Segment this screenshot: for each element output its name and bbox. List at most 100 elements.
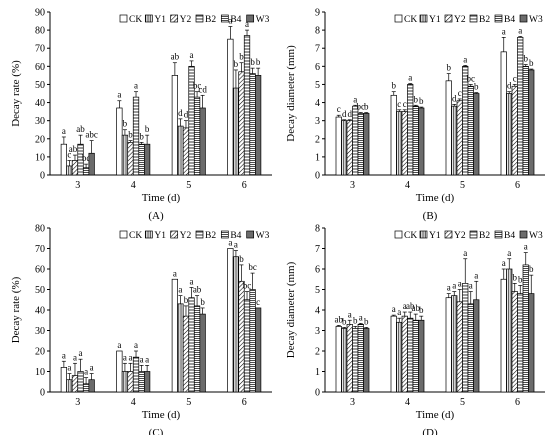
bar-y1-day-6 bbox=[506, 93, 513, 176]
significance-letter: a bbox=[502, 258, 506, 268]
bar-y2-day-3 bbox=[346, 120, 353, 176]
x-tick-label: 3 bbox=[75, 397, 80, 408]
significance-letter: a bbox=[228, 238, 232, 248]
significance-letter: a bbox=[392, 304, 396, 314]
x-tick-label: 4 bbox=[131, 180, 136, 191]
x-axis-label: Time (d) bbox=[142, 409, 181, 421]
significance-letter: d bbox=[178, 108, 183, 118]
bar-y2-day-4 bbox=[401, 111, 408, 176]
significance-letter: a bbox=[447, 283, 451, 293]
legend-swatch-b2 bbox=[469, 230, 478, 239]
y-tick-label: 4 bbox=[315, 306, 320, 317]
bar-w3-day-5 bbox=[199, 313, 206, 393]
y-axis-label: Decay diameter (mm) bbox=[285, 45, 297, 142]
significance-letter: a bbox=[84, 367, 88, 377]
significance-letter: a bbox=[117, 340, 121, 350]
bar-w3-day-6 bbox=[528, 293, 535, 393]
bar-ck-day-5 bbox=[445, 80, 452, 176]
bar-w3-day-5 bbox=[473, 299, 480, 393]
y-tick-label: 60 bbox=[35, 62, 45, 73]
bar-ck-day-4 bbox=[390, 315, 397, 393]
y-tick-label: 8 bbox=[315, 224, 320, 235]
y-tick-label: 30 bbox=[35, 116, 45, 127]
legend-label-w3: W3 bbox=[529, 15, 543, 25]
significance-letter: cd bbox=[198, 84, 207, 94]
significance-letter: a bbox=[128, 352, 132, 362]
bar-b2-day-4 bbox=[407, 317, 414, 393]
significance-letter: a bbox=[234, 240, 238, 250]
y-tick-label: 4 bbox=[315, 98, 320, 109]
bar-b2-day-6 bbox=[517, 293, 524, 393]
y-tick-label: 0 bbox=[40, 171, 45, 182]
y-tick-label: 6 bbox=[315, 62, 320, 73]
bar-y1-day-6 bbox=[232, 87, 240, 176]
bar-ck-day-4 bbox=[390, 94, 397, 176]
significance-letter: a bbox=[507, 248, 511, 258]
y-tick-label: 20 bbox=[35, 347, 45, 358]
y-tick-label: 30 bbox=[35, 326, 45, 337]
significance-letter: bc bbox=[467, 73, 476, 83]
bar-b2-day-5 bbox=[462, 283, 469, 393]
bar-y2-day-5 bbox=[182, 127, 190, 176]
significance-letter: c bbox=[337, 104, 341, 114]
significance-letter: a bbox=[353, 94, 357, 104]
bar-b2-day-3 bbox=[352, 328, 359, 393]
legend-swatch-y1 bbox=[144, 230, 153, 239]
bar-b4-day-3 bbox=[357, 113, 364, 176]
y-tick-label: 70 bbox=[35, 244, 45, 255]
y-tick-label: 7 bbox=[315, 44, 320, 55]
significance-letter: bc bbox=[248, 262, 257, 272]
bar-y1-day-3 bbox=[66, 165, 73, 176]
legend-swatch-w3 bbox=[519, 14, 528, 23]
bar-y1-day-5 bbox=[451, 295, 458, 393]
bar-y1-day-3 bbox=[341, 120, 348, 176]
bar-b4-day-3 bbox=[82, 167, 90, 176]
bar-w3-day-4 bbox=[418, 319, 425, 393]
bar-w3-day-4 bbox=[144, 143, 151, 176]
bar-b2-day-6 bbox=[243, 299, 251, 393]
legend-swatch-b4 bbox=[220, 230, 229, 239]
legend-label-y2: Y2 bbox=[180, 15, 192, 25]
significance-letter: d bbox=[507, 81, 512, 91]
significance-letter: b bbox=[529, 58, 534, 68]
significance-letter: b bbox=[184, 295, 189, 305]
bar-y2-day-5 bbox=[456, 100, 463, 176]
bar-ck-day-4 bbox=[116, 107, 123, 176]
bar-y2-day-3 bbox=[346, 324, 353, 393]
legend-label-y2: Y2 bbox=[454, 231, 466, 241]
bar-w3-day-5 bbox=[199, 107, 206, 176]
legend-label-y1: Y1 bbox=[429, 15, 441, 25]
bar-ck-day-6 bbox=[227, 38, 234, 176]
y-tick-label: 40 bbox=[35, 306, 45, 317]
bar-w3-day-6 bbox=[528, 69, 535, 176]
significance-letter: a bbox=[140, 354, 144, 364]
bar-y1-day-3 bbox=[66, 379, 73, 393]
bar-b4-day-6 bbox=[249, 289, 256, 393]
x-axis-label: Time (d) bbox=[416, 409, 455, 421]
y-tick-label: 1 bbox=[315, 152, 320, 163]
significance-letter: a bbox=[90, 363, 94, 373]
legend-swatch-b4 bbox=[494, 230, 503, 239]
bar-b2-day-3 bbox=[77, 371, 84, 393]
significance-letter: bc bbox=[82, 153, 91, 163]
legend-label-ck: CK bbox=[404, 15, 417, 25]
significance-letter: a bbox=[134, 81, 138, 91]
x-tick-label: 6 bbox=[242, 180, 247, 191]
legend-label-b2: B2 bbox=[479, 15, 490, 25]
bar-y1-day-6 bbox=[232, 256, 240, 393]
legend-label-ck: CK bbox=[129, 15, 142, 25]
significance-letter: b bbox=[447, 63, 452, 73]
bar-w3-day-4 bbox=[144, 371, 151, 393]
bar-b2-day-4 bbox=[132, 96, 140, 176]
significance-letter: b bbox=[239, 254, 244, 264]
significance-letter: a bbox=[62, 126, 66, 136]
legend-swatch-w3 bbox=[519, 230, 528, 239]
significance-letter: b bbox=[342, 316, 347, 326]
legend-swatch-y2 bbox=[444, 230, 453, 239]
legend-swatch-y2 bbox=[170, 230, 179, 239]
y-tick-label: 0 bbox=[315, 388, 320, 399]
significance-letter: ab bbox=[406, 301, 415, 311]
legend-label-b4: B4 bbox=[504, 231, 515, 241]
bar-b2-day-6 bbox=[243, 35, 251, 176]
x-tick-label: 4 bbox=[405, 397, 410, 408]
